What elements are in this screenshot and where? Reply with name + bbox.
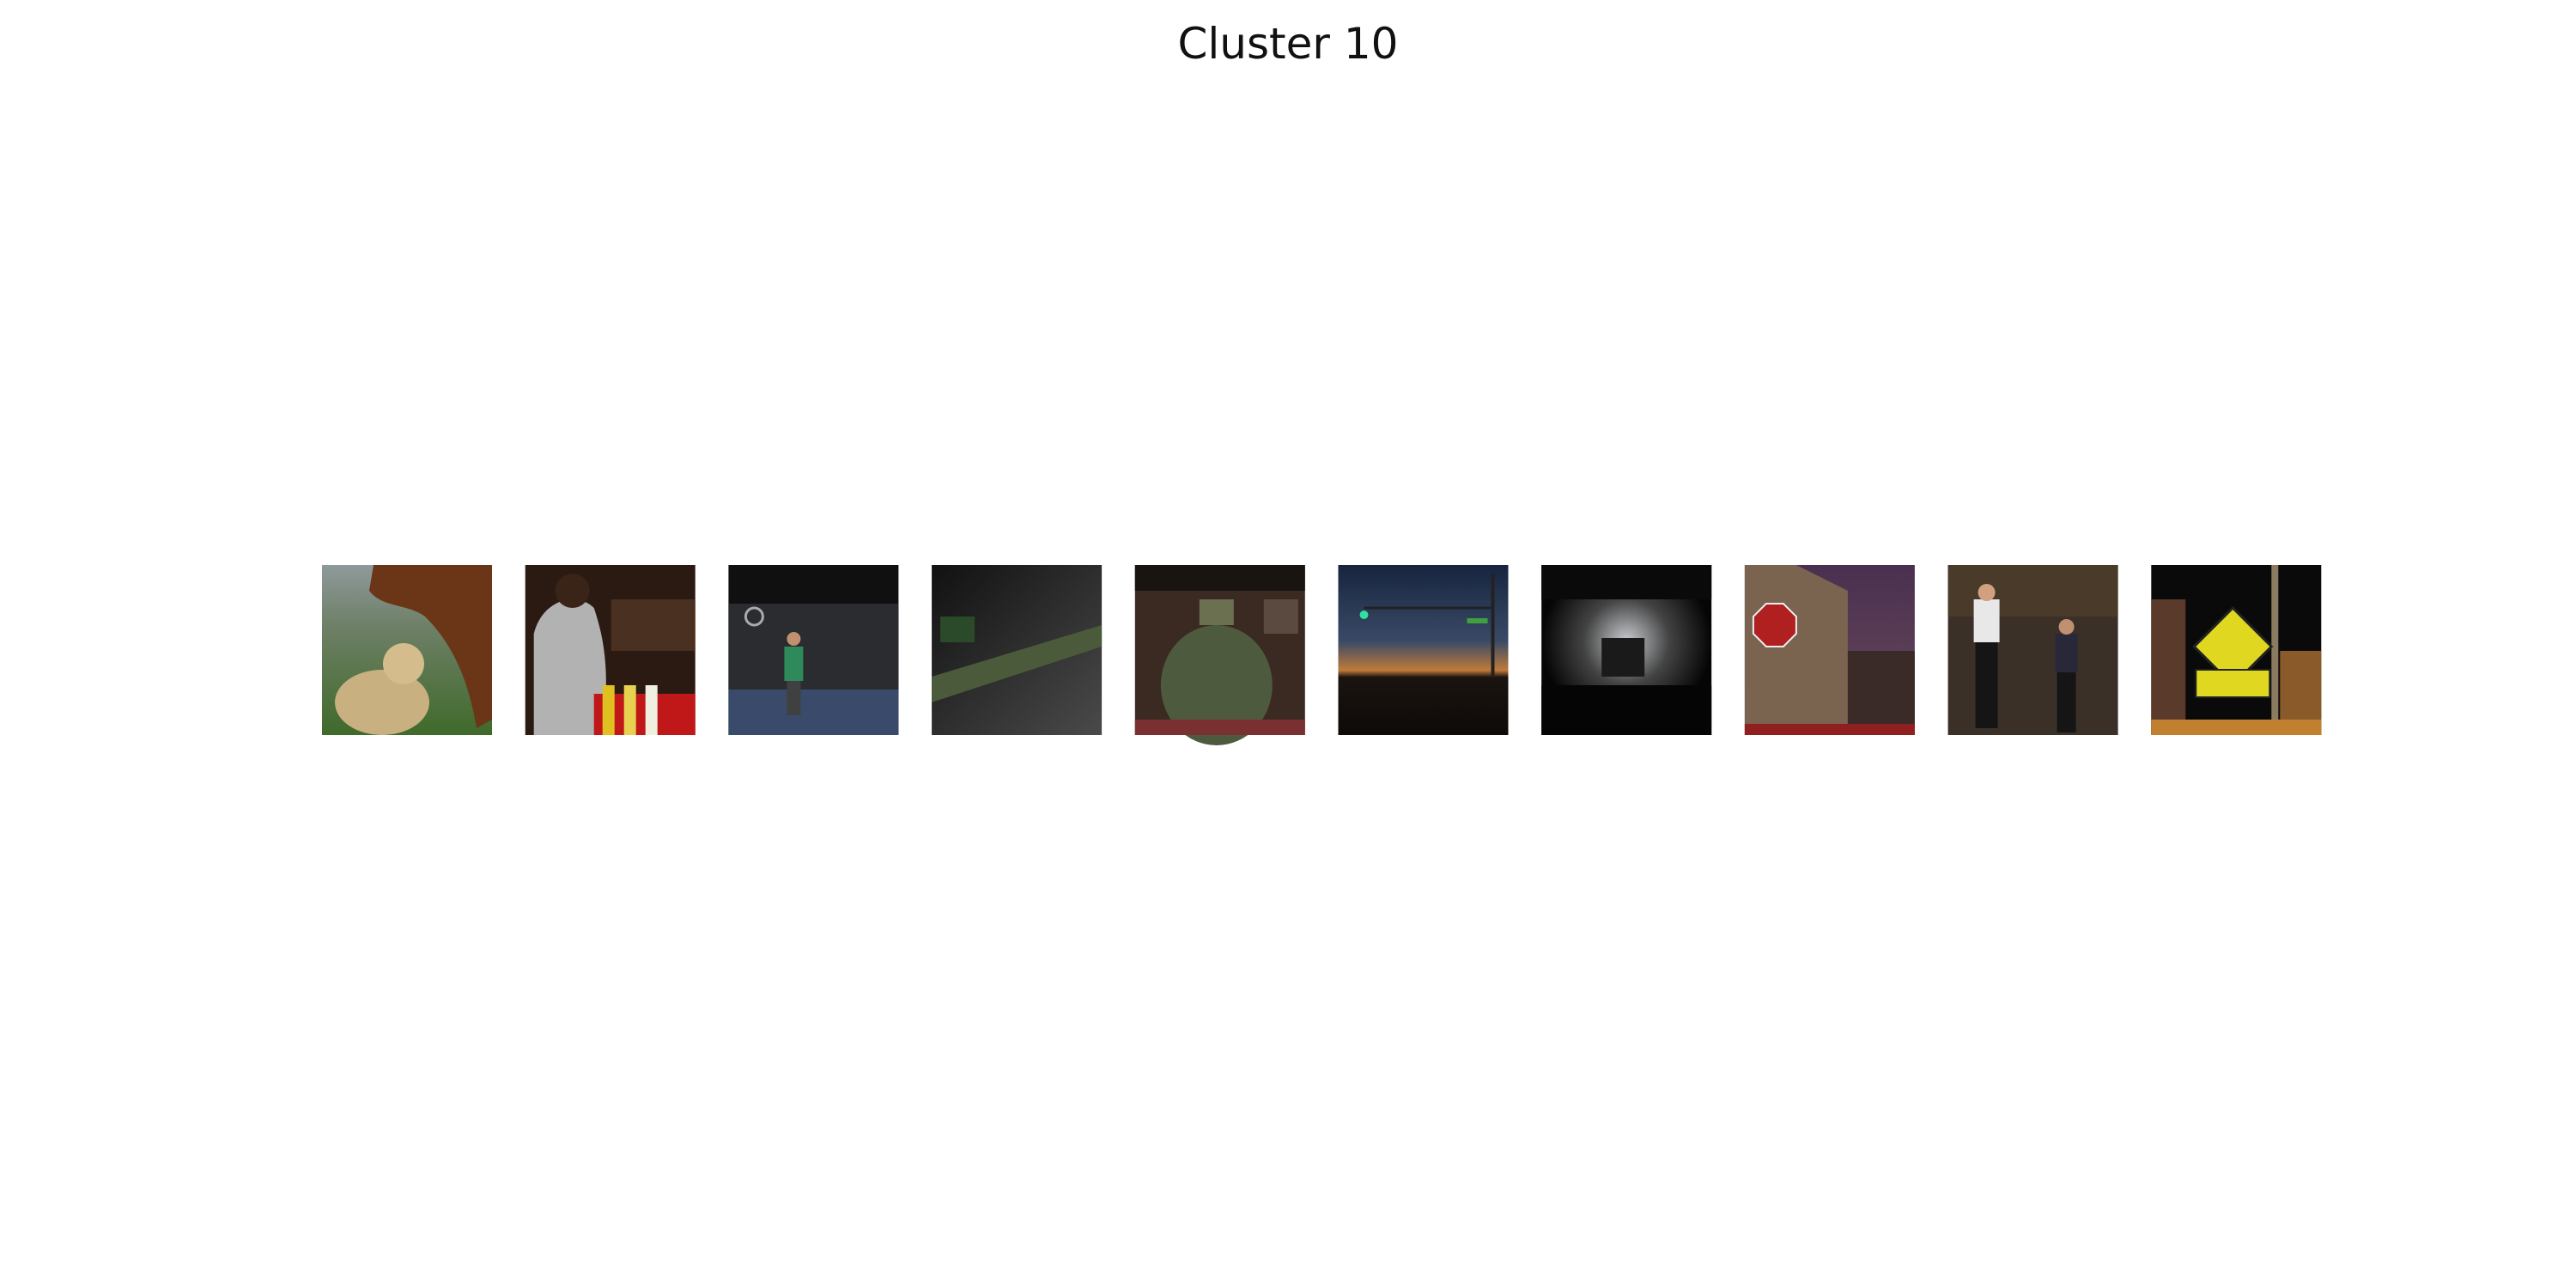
thumbnail xyxy=(728,565,899,735)
thumbnail xyxy=(1541,565,1712,735)
thumbnail xyxy=(2151,565,2322,735)
thumbnail xyxy=(322,565,492,735)
thumbnail xyxy=(525,565,696,735)
thumbnail xyxy=(932,565,1103,735)
thumbnail-row xyxy=(322,565,2322,745)
figure-title: Cluster 10 xyxy=(1178,19,1399,69)
thumbnail xyxy=(1134,565,1305,745)
thumbnail xyxy=(1947,565,2118,735)
thumbnail xyxy=(1744,565,1915,735)
thumbnail xyxy=(1338,565,1509,735)
